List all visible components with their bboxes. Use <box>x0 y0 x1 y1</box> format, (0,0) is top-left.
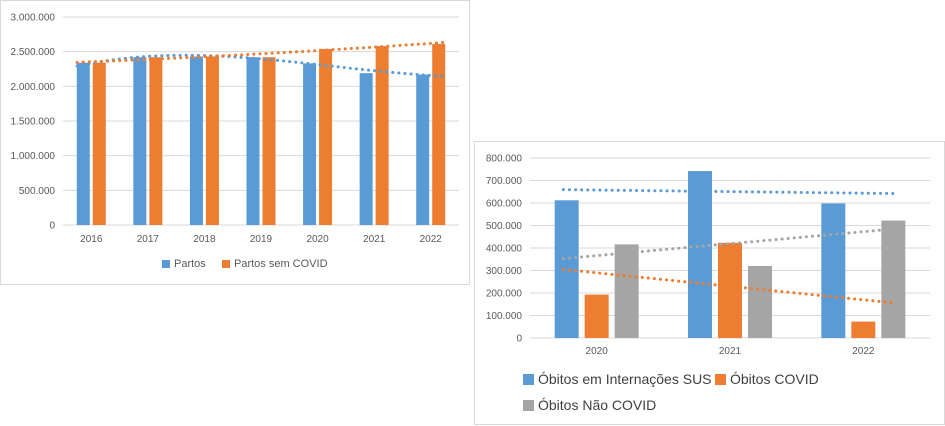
obitos-bar-obitos-nao-covid-2020 <box>614 244 639 338</box>
partos-bar-partos-sem-covid-2019 <box>262 57 276 225</box>
obitos-legend-swatch-obitos-em-internacoes-sus <box>523 374 534 385</box>
obitos-bar-obitos-nao-covid-2022 <box>881 220 906 338</box>
partos-y-tick-label: 2.500.000 <box>11 47 56 58</box>
partos-bar-partos-sem-covid-2022 <box>432 44 446 225</box>
partos-x-tick-label: 2020 <box>306 234 329 245</box>
obitos-trendline-obitos-covid <box>561 267 899 305</box>
partos-y-tick-label: 1.000.000 <box>11 151 56 162</box>
partos-bar-partos-2019 <box>246 57 260 225</box>
obitos-bar-obitos-em-internacoes-sus-2022 <box>821 203 846 338</box>
obitos-y-tick-label: 400.000 <box>486 244 523 255</box>
partos-x-tick-label: 2016 <box>80 234 103 245</box>
partos-bar-partos-2017 <box>133 57 147 225</box>
obitos-bar-obitos-em-internacoes-sus-2020 <box>554 200 579 338</box>
obitos-x-tick-label: 2022 <box>852 346 875 357</box>
partos-trendline-partos <box>75 53 447 78</box>
partos-bar-partos-2016 <box>76 62 90 226</box>
partos-x-tick-label: 2021 <box>363 234 386 245</box>
partos-x-tick-label: 2019 <box>250 234 273 245</box>
partos-x-tick-label: 2017 <box>137 234 160 245</box>
obitos-y-tick-label: 300.000 <box>486 266 523 277</box>
partos-y-tick-label: 1.500.000 <box>11 117 56 128</box>
obitos-bar-obitos-em-internacoes-sus-2021 <box>688 171 712 338</box>
obitos-legend-label-obitos-nao-covid: Óbitos Não COVID <box>538 397 656 413</box>
obitos-chart-svg: 0 100.000 200.000 300.000 400.000 500.000 600.… <box>486 154 930 413</box>
obitos-bar-obitos-nao-covid-2021 <box>748 266 772 338</box>
partos-legend-swatch-partos-sem-covid <box>222 260 230 268</box>
partos-chart-svg: 0 500.000 1.000.000 1.500.000 2.000.000 2.500… <box>11 13 459 270</box>
partos-legend-label-partos-sem-covid: Partos sem COVID <box>234 258 328 270</box>
partos-legend-label-partos: Partos <box>174 258 206 270</box>
obitos-x-tick-label: 2020 <box>586 346 609 357</box>
partos-y-tick-label: 2.000.000 <box>11 82 56 93</box>
obitos-y-tick-label: 800.000 <box>486 154 523 165</box>
obitos-trendline-obitos-nao-covid <box>561 227 899 261</box>
obitos-y-tick-label: 500.000 <box>486 221 523 232</box>
partos-x-tick-label: 2018 <box>193 234 216 245</box>
partos-y-tick-label: 0 <box>49 221 55 232</box>
partos-x-tick-label: 2022 <box>420 234 443 245</box>
partos-bar-partos-2021 <box>359 73 373 225</box>
obitos-bar-obitos-covid-2021 <box>718 242 742 338</box>
partos-y-tick-label: 500.000 <box>19 186 56 197</box>
partos-bar-partos-2022 <box>416 74 430 226</box>
obitos-legend-swatch-obitos-nao-covid <box>523 400 534 411</box>
obitos-bar-obitos-covid-2022 <box>851 321 876 338</box>
partos-legend-swatch-partos <box>162 260 170 268</box>
obitos-legend-label-obitos-covid: Óbitos COVID <box>730 371 819 387</box>
obitos-x-tick-label: 2021 <box>719 346 742 357</box>
partos-bar-partos-sem-covid-2017 <box>149 57 163 225</box>
partos-bar-partos-sem-covid-2018 <box>205 56 219 225</box>
obitos-trendline-obitos-em-internacoes-sus <box>561 188 899 196</box>
partos-chart: 0 500.000 1.000.000 1.500.000 2.000.000 2.500… <box>0 0 470 285</box>
partos-bar-partos-sem-covid-2020 <box>319 48 333 225</box>
obitos-y-tick-label: 700.000 <box>486 176 523 187</box>
partos-trendline-partos-sem-covid <box>75 40 447 64</box>
partos-bar-partos-sem-covid-2016 <box>92 62 106 226</box>
obitos-y-tick-label: 100.000 <box>486 311 523 322</box>
obitos-chart: 0 100.000 200.000 300.000 400.000 500.000 600.… <box>474 141 945 425</box>
partos-bar-partos-sem-covid-2021 <box>375 46 389 226</box>
obitos-bar-obitos-covid-2020 <box>584 294 609 338</box>
partos-y-tick-label: 3.000.000 <box>11 13 56 24</box>
obitos-legend-swatch-obitos-covid <box>715 374 726 385</box>
obitos-legend-label-obitos-em-internacoes-sus: Óbitos em Internações SUS <box>538 371 712 387</box>
obitos-y-tick-label: 600.000 <box>486 199 523 210</box>
obitos-y-tick-label: 200.000 <box>486 289 523 300</box>
obitos-y-tick-label: 0 <box>516 334 522 345</box>
partos-bar-partos-2018 <box>189 56 203 225</box>
partos-bar-partos-2020 <box>303 63 317 225</box>
